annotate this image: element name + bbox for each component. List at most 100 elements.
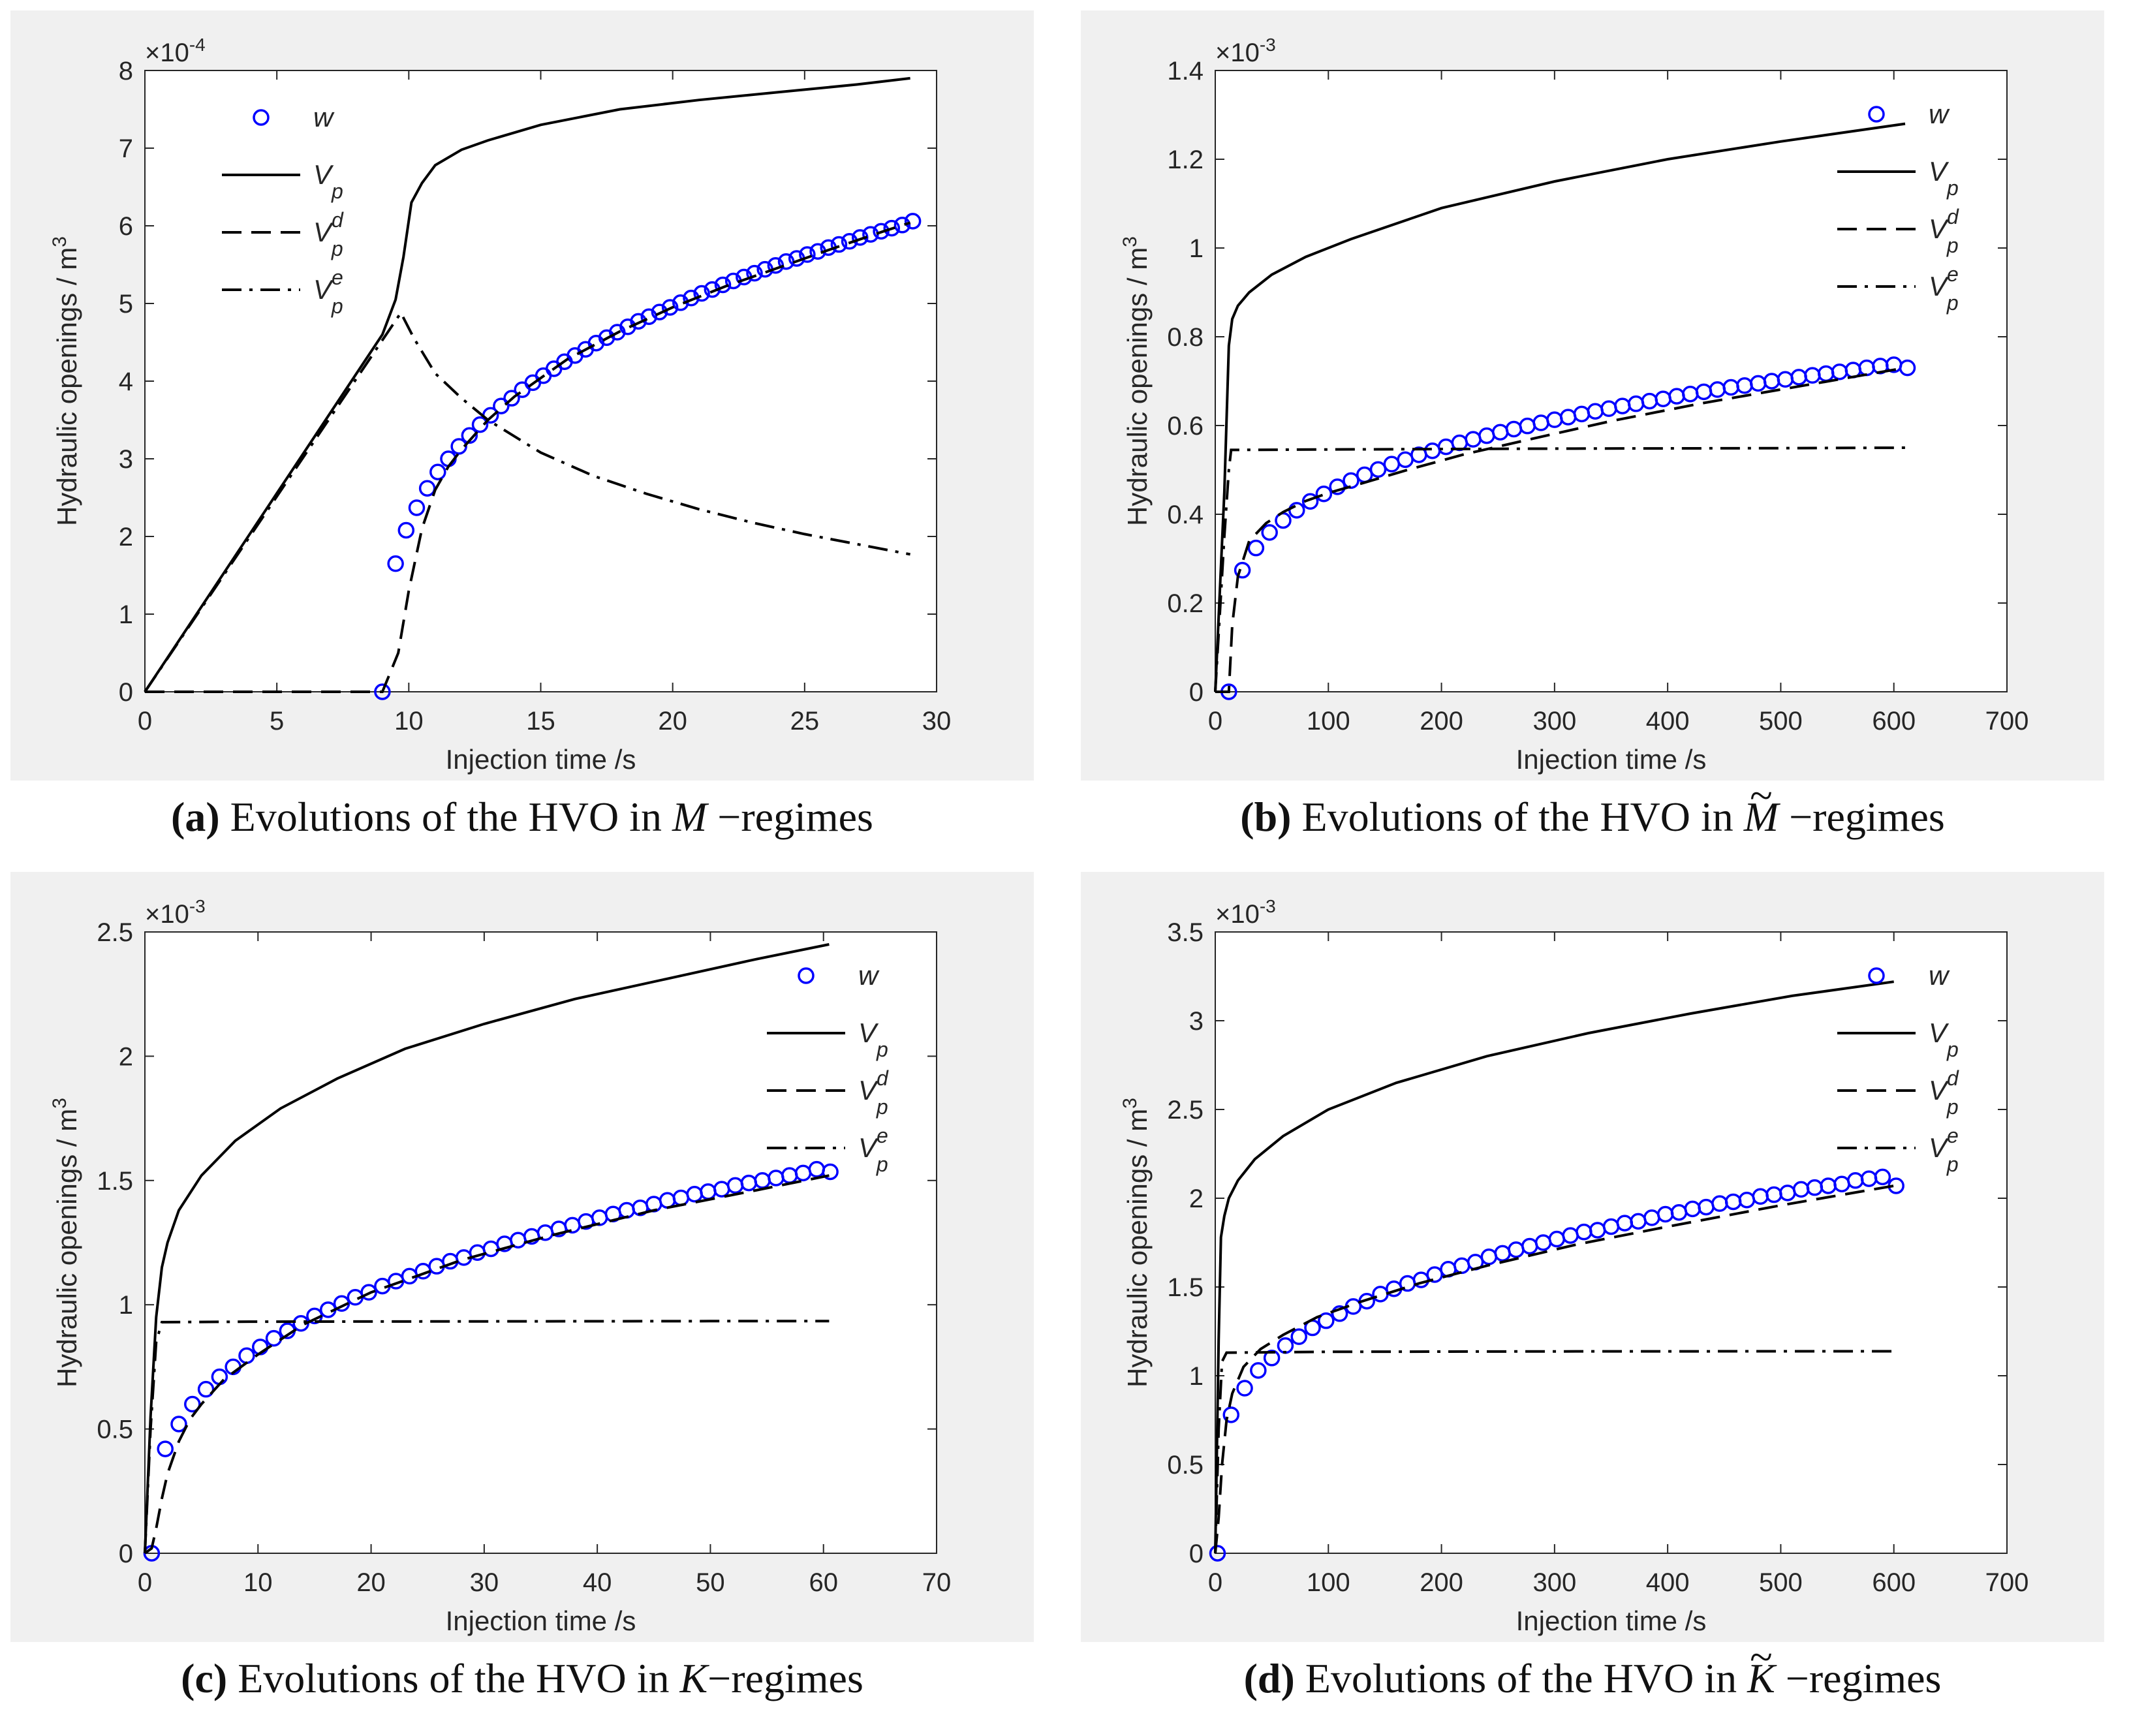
y-tick-label: 1 xyxy=(1189,1362,1204,1391)
data-point-w xyxy=(1236,1380,1253,1397)
x-tick-label: 400 xyxy=(1646,1568,1690,1597)
x-tick-label: 5 xyxy=(270,707,284,736)
data-point-w xyxy=(360,1284,377,1301)
axes-box xyxy=(1215,931,2008,1554)
chart-b: 0 100 200 300 400 500 600 700 0 0.2 0.4 0.6 0.8 1 1.2 1… xyxy=(1081,10,2104,781)
data-point-w xyxy=(493,397,510,414)
x-tick-label: 15 xyxy=(526,707,555,736)
x-tick-label: 30 xyxy=(922,707,952,736)
y-exponent-label: ×10-4 xyxy=(145,35,206,67)
x-tick-label: 100 xyxy=(1307,707,1350,736)
y-exponent-label: ×10-3 xyxy=(1215,35,1276,67)
legend-label-vpd: Vd p xyxy=(313,208,344,260)
series-line-vp xyxy=(144,943,830,1554)
y-tick-label: 3 xyxy=(1189,1007,1204,1036)
legend-marker-w xyxy=(253,109,270,126)
y-tick-label: 1 xyxy=(119,1291,133,1320)
data-point-w xyxy=(184,1395,201,1413)
x-axis-label: Injection time /s xyxy=(446,744,636,775)
x-tick-label: 0 xyxy=(138,707,152,736)
data-point-w xyxy=(387,555,404,572)
y-tick-label: 6 xyxy=(119,212,133,241)
legend-label-vpe: Ve p xyxy=(313,266,343,318)
legend-label-vp: Vp xyxy=(313,159,343,203)
y-tick-label: 0 xyxy=(119,678,133,707)
legend-label-w: w xyxy=(1929,99,1950,129)
y-tick-label: 0 xyxy=(119,1540,133,1568)
legend-marker-w xyxy=(1868,106,1885,123)
data-point-w xyxy=(830,236,848,253)
caption-a: (a) Evolutions of the HVO in M −regimes xyxy=(171,794,873,840)
legend-label-vpd: Vd p xyxy=(1929,1066,1959,1119)
y-axis-label: Hydraulic openings / m3 xyxy=(49,236,82,526)
y-tick-label: 2 xyxy=(119,523,133,551)
data-point-w xyxy=(1318,1312,1335,1329)
legend-label-vpe: Ve p xyxy=(1929,1124,1959,1176)
axes-box xyxy=(1215,70,2008,692)
data-point-w xyxy=(461,427,478,444)
y-tick-label: 4 xyxy=(119,367,133,396)
legend-label-vpe: Ve p xyxy=(1929,262,1959,315)
data-point-w xyxy=(661,299,679,316)
data-point-w xyxy=(799,246,816,263)
x-tick-label: 30 xyxy=(470,1568,499,1597)
x-tick-label: 60 xyxy=(809,1568,838,1597)
series-line-vp-d xyxy=(1214,1185,1895,1554)
x-tick-label: 50 xyxy=(696,1568,725,1597)
data-point-w xyxy=(651,303,668,320)
y-tick-label: 0.4 xyxy=(1167,501,1204,529)
data-point-w xyxy=(904,213,922,230)
data-point-w xyxy=(693,285,710,302)
data-point-w xyxy=(408,499,426,516)
data-point-w xyxy=(1315,485,1333,503)
chart-d: 0 100 200 300 400 500 600 700 0 0.5 1 1.5 2 2.5 3 3.5 ×1… xyxy=(1081,872,2104,1642)
y-axis-label: Hydraulic openings / m3 xyxy=(49,1098,82,1387)
y-tick-label: 1.4 xyxy=(1167,57,1204,85)
data-point-w xyxy=(1209,1545,1226,1562)
data-point-w xyxy=(746,264,763,282)
x-tick-label: 500 xyxy=(1759,1568,1803,1597)
y-tick-label: 0.5 xyxy=(1167,1451,1204,1480)
y-axis-label: Hydraulic openings / m3 xyxy=(1119,1098,1153,1387)
x-axis-label: Injection time /s xyxy=(1516,1605,1707,1636)
x-tick-label: 200 xyxy=(1420,1568,1463,1597)
y-exponent-label: ×10-3 xyxy=(145,896,206,929)
data-point-w xyxy=(640,308,658,325)
y-tick-label: 1 xyxy=(1189,234,1204,263)
y-tick-label: 0 xyxy=(1189,678,1204,707)
chart-c: 0 10 20 30 40 50 60 70 0 0.5 1 1.5 2 2.5 ×10-3 Injectio… xyxy=(10,872,1034,1642)
series-line-vp xyxy=(1214,980,1894,1554)
x-tick-label: 400 xyxy=(1646,707,1690,736)
x-tick-label: 700 xyxy=(1985,1568,2029,1597)
x-tick-label: 100 xyxy=(1307,1568,1350,1597)
legend-marker-w xyxy=(1868,967,1885,984)
x-axis-label: Injection time /s xyxy=(1516,744,1707,775)
data-point-w xyxy=(170,1416,187,1433)
x-tick-label: 20 xyxy=(658,707,687,736)
y-tick-label: 0.5 xyxy=(97,1416,133,1444)
x-tick-label: 600 xyxy=(1872,707,1916,736)
legend-marker-w xyxy=(798,967,815,984)
data-point-w xyxy=(429,463,446,480)
data-point-w xyxy=(822,1163,839,1181)
legend-label-vp: Vp xyxy=(1929,1017,1959,1061)
legend-label-w: w xyxy=(858,960,880,991)
data-point-w xyxy=(883,219,901,237)
legend-label-vp: Vp xyxy=(1929,156,1959,200)
data-point-w xyxy=(630,313,647,330)
series-line-vp-e xyxy=(144,1320,830,1554)
legend-label-vp: Vp xyxy=(858,1017,888,1061)
y-tick-label: 8 xyxy=(119,57,133,85)
y-tick-label: 2 xyxy=(1189,1185,1204,1213)
data-point-w xyxy=(1329,478,1346,495)
y-tick-label: 0 xyxy=(1189,1540,1204,1568)
legend-label-vpd: Vd p xyxy=(858,1066,889,1119)
x-tick-label: 700 xyxy=(1985,707,2029,736)
data-point-w xyxy=(894,217,911,234)
series-line-vp xyxy=(144,76,910,693)
legend-label-vpe: Ve p xyxy=(858,1124,888,1176)
chart-a: 0 5 10 15 20 25 30 0 1 2 3 4 5 6 7 8 ×10-4 Injection time… xyxy=(10,10,1034,781)
data-point-w xyxy=(397,521,415,539)
caption-b: (b) Evolutions of the HVO in ~ M −regimes xyxy=(1240,771,1945,840)
axes-box xyxy=(144,931,937,1554)
